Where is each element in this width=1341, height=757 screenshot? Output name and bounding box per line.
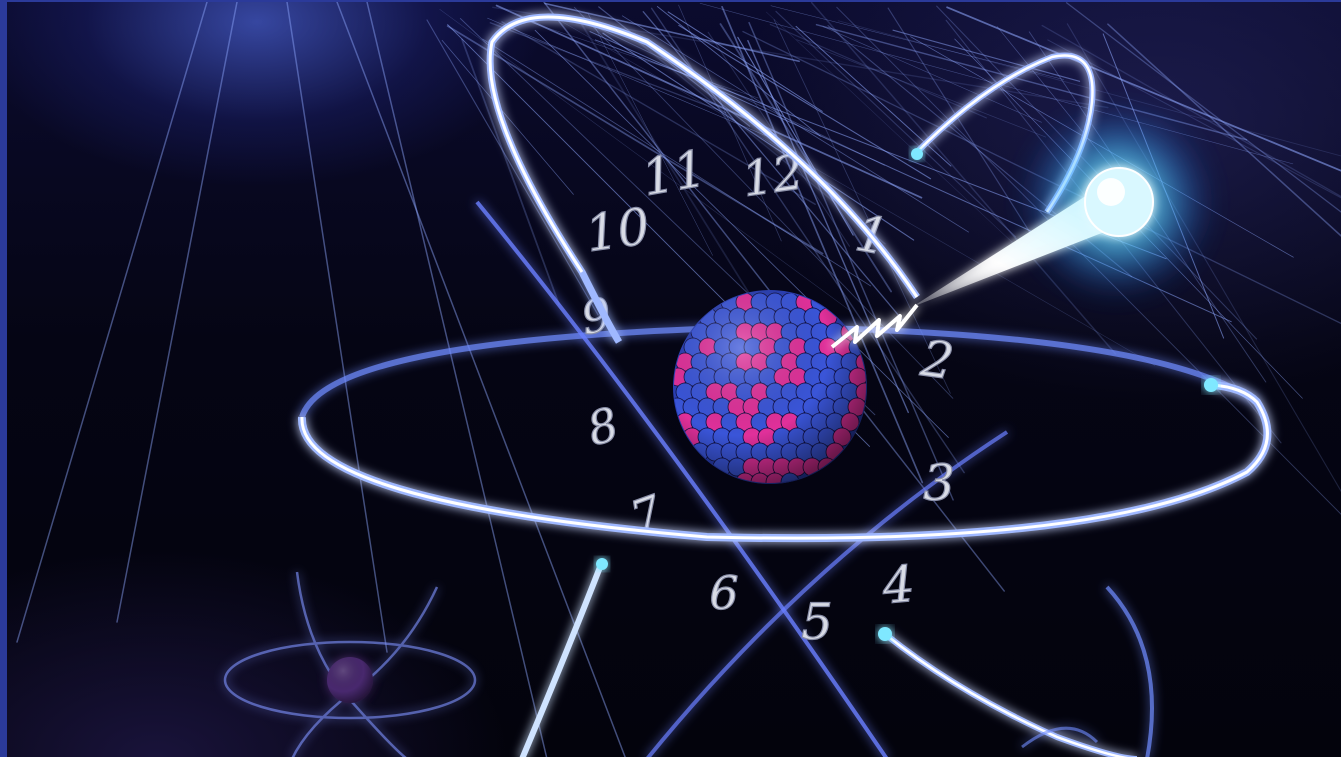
light-ray (501, 21, 816, 205)
light-ray (766, 11, 1031, 260)
light-ray (946, 6, 1341, 172)
light-ray (748, 21, 954, 501)
light-ray (426, 19, 599, 316)
clock-numeral: 5 (801, 593, 833, 651)
light-ray (1065, 2, 1341, 213)
light-ray (16, 2, 208, 643)
light-ray (775, 10, 1017, 238)
orbit-diagonal-lines (475, 200, 1009, 757)
light-ray (737, 36, 854, 236)
light-ray (534, 29, 949, 438)
light-ray (551, 15, 1156, 366)
electron-tips (596, 148, 1218, 641)
light-ray (602, 32, 915, 241)
light-ray (1041, 24, 1341, 198)
light-ray (461, 38, 560, 306)
light-ray (887, 7, 1035, 239)
light-ray (769, 23, 987, 119)
light-ray (1047, 39, 1341, 199)
light-ray (815, 23, 1248, 141)
orbit-lower-right (883, 585, 1154, 757)
light-ray (810, 2, 1117, 355)
light-ray (678, 24, 932, 180)
clock-numeral: 10 (582, 197, 653, 263)
light-ray (892, 29, 1081, 82)
light-ray (837, 20, 1341, 157)
light-ray (336, 2, 626, 757)
nucleus (673, 290, 867, 484)
light-ray (446, 25, 824, 255)
light-ray (1066, 23, 1341, 493)
light-ray (1107, 23, 1341, 237)
light-ray (441, 40, 574, 195)
light-ray (642, 11, 906, 323)
light-ray (495, 4, 923, 199)
light-ray (544, 2, 800, 63)
light-ray (667, 11, 823, 112)
clock-numeral: 11 (638, 139, 711, 207)
light-ray (482, 38, 872, 287)
clock-numeral: 6 (709, 566, 738, 620)
light-ray (656, 6, 821, 137)
light-ray (796, 39, 1047, 138)
clock-numeral: 8 (582, 397, 624, 457)
clock-numeral: 4 (879, 555, 917, 616)
light-ray (721, 5, 924, 484)
light-ray (489, 22, 727, 114)
light-ray (587, 13, 713, 256)
light-ray (366, 2, 548, 757)
orbit-horizontal-front (297, 381, 1272, 543)
light-ray (439, 9, 852, 312)
light-ray (598, 6, 751, 127)
small-atom-icon (223, 571, 477, 757)
clock-numeral: 3 (923, 454, 955, 512)
light-ray (770, 5, 1065, 80)
light-ray (116, 2, 238, 623)
light-ray (286, 2, 388, 653)
light-ray (487, 17, 773, 139)
light-ray (678, 4, 782, 242)
photon-icon (830, 107, 1212, 349)
light-ray (822, 26, 1042, 123)
clock-numeral: 2 (917, 329, 958, 391)
light-ray (621, 15, 969, 233)
light-ray (747, 39, 909, 414)
